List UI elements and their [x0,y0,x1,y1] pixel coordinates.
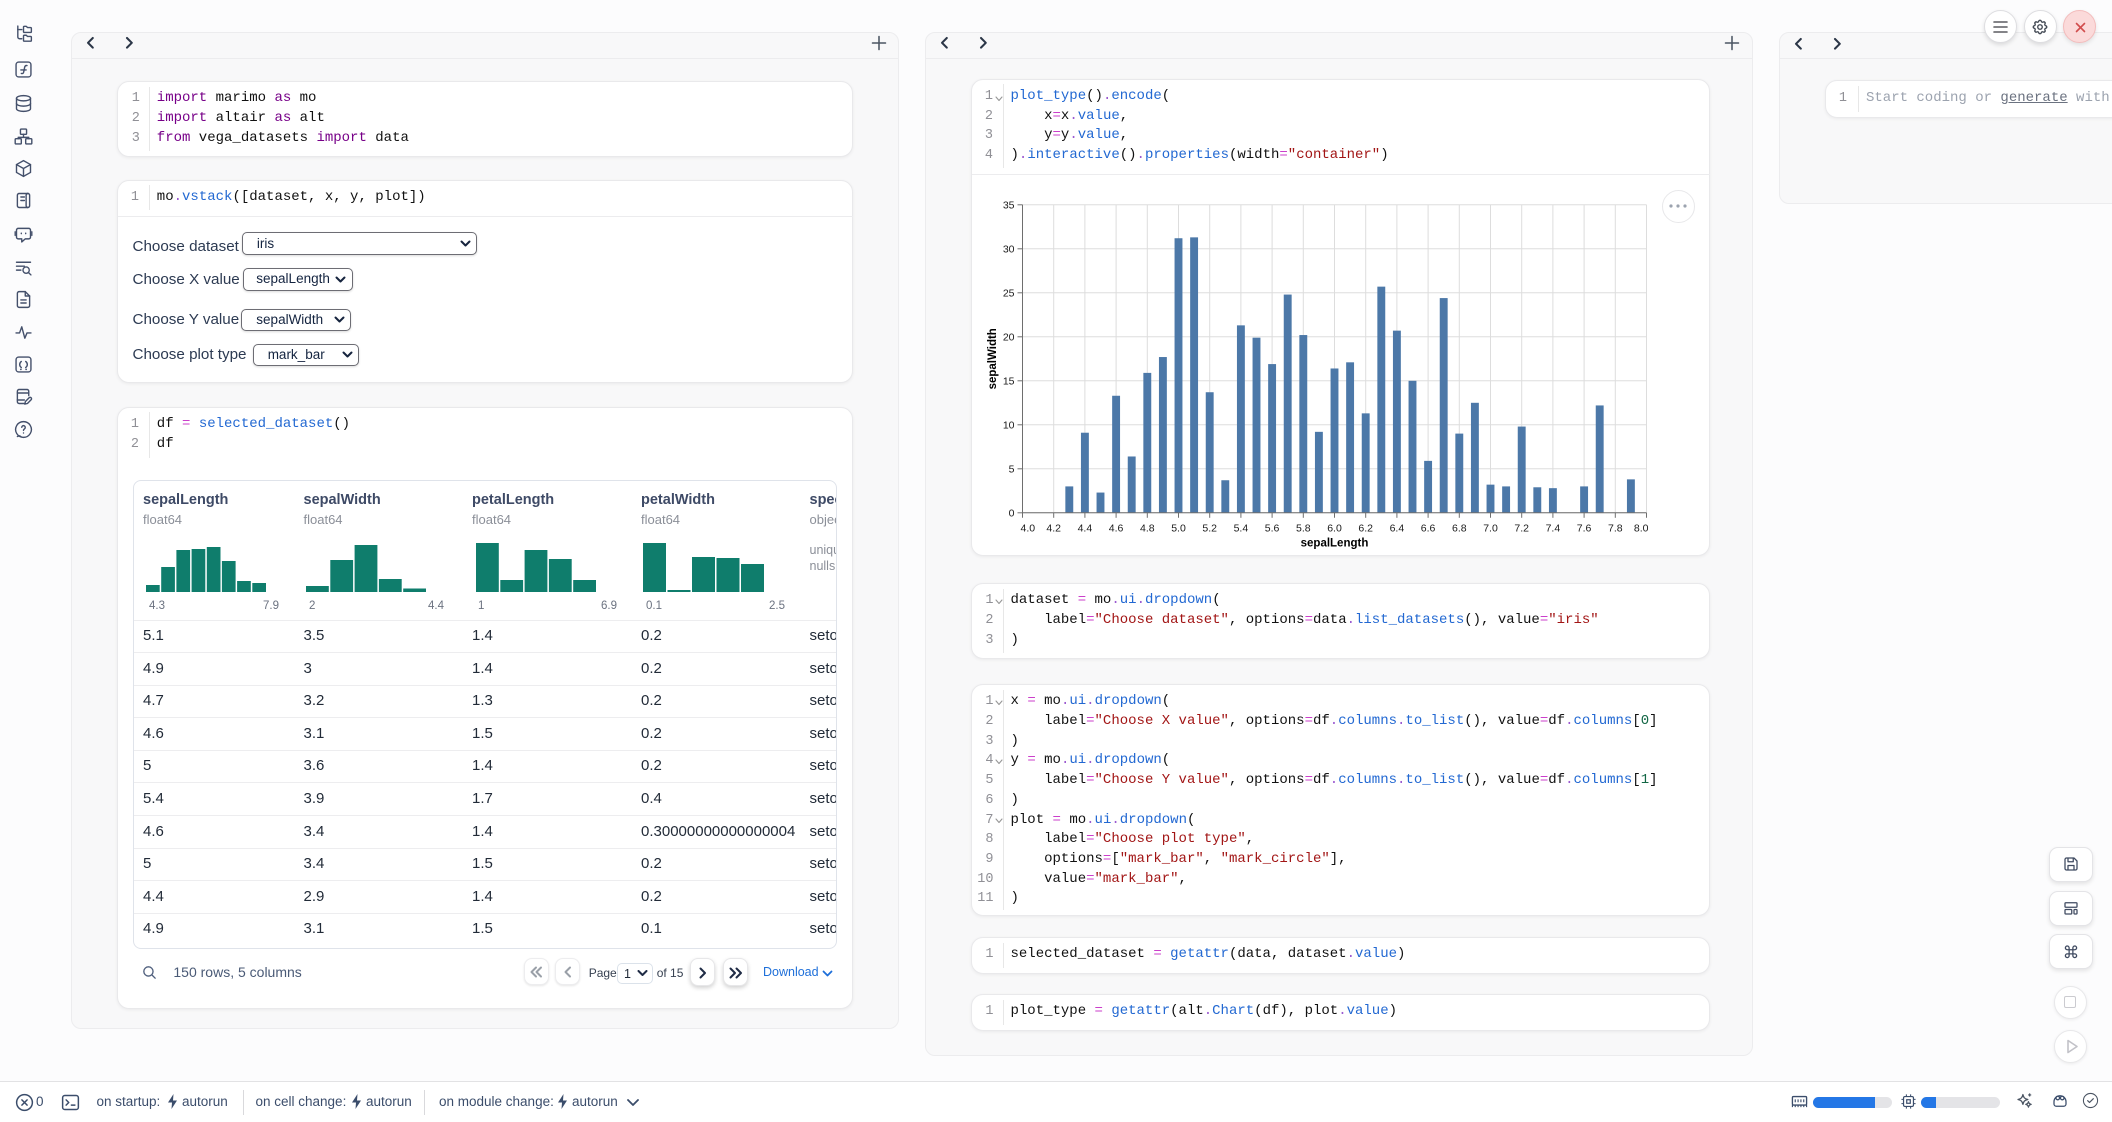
svg-text:7.4: 7.4 [1546,522,1561,534]
svg-text:4.6: 4.6 [1109,522,1124,534]
svg-text:0: 0 [1009,507,1015,519]
svg-text:7.8: 7.8 [1608,522,1623,534]
svg-text:7.6: 7.6 [1577,522,1592,534]
svg-text:30: 30 [1003,243,1015,255]
svg-text:4.2: 4.2 [1046,522,1061,534]
svg-text:25: 25 [1003,287,1015,299]
svg-text:35: 35 [1003,199,1015,211]
svg-text:5.8: 5.8 [1296,522,1311,534]
svg-text:7.2: 7.2 [1514,522,1529,534]
svg-text:20: 20 [1003,331,1015,343]
svg-text:6.2: 6.2 [1358,522,1373,534]
svg-text:6.4: 6.4 [1390,522,1405,534]
svg-text:4.0: 4.0 [1021,522,1036,534]
svg-text:7.0: 7.0 [1483,522,1498,534]
svg-text:15: 15 [1003,375,1015,387]
svg-text:5.6: 5.6 [1265,522,1280,534]
svg-text:sepalWidth: sepalWidth [987,328,999,389]
svg-text:4.4: 4.4 [1078,522,1093,534]
svg-text:5.2: 5.2 [1202,522,1217,534]
svg-text:6.6: 6.6 [1421,522,1436,534]
svg-text:8.0: 8.0 [1634,522,1649,534]
svg-text:5: 5 [1009,463,1015,475]
svg-text:10: 10 [1003,419,1015,431]
svg-text:5.4: 5.4 [1234,522,1249,534]
svg-text:sepalLength: sepalLength [1301,537,1369,549]
svg-text:6.0: 6.0 [1327,522,1342,534]
svg-text:5.0: 5.0 [1171,522,1186,534]
svg-text:4.8: 4.8 [1140,522,1155,534]
svg-text:6.8: 6.8 [1452,522,1467,534]
